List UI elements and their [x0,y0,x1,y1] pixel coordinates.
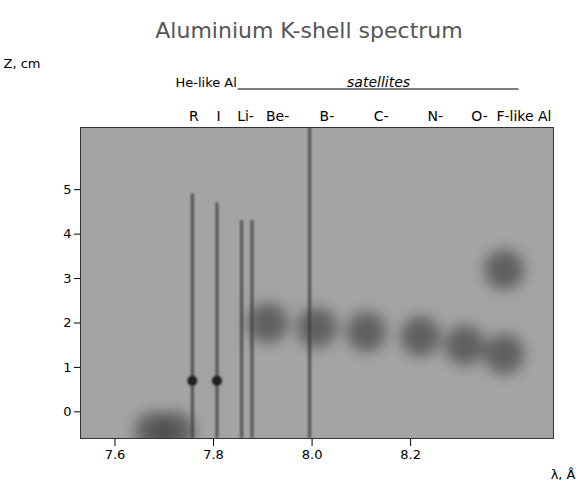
svg-text:Li-: Li- [237,108,254,124]
svg-text:4: 4 [63,226,71,241]
svg-text:O-: O- [471,108,487,124]
html-text:Aluminium K-shell spectrum: Aluminium K-shell spectrum [155,18,463,43]
svg-text:Be-: Be- [266,108,289,124]
svg-text:F-like Al: F-like Al [496,108,551,124]
svg-text:5: 5 [63,182,71,197]
svg-text:2: 2 [63,315,71,330]
svg-text:I: I [216,108,220,124]
svg-text:7.6: 7.6 [105,447,126,462]
svg-text:λ, Å: λ, Å [551,467,576,482]
svg-text:8.0: 8.0 [302,447,323,462]
svg-text:Z, cm: Z, cm [4,56,41,71]
svg-text:C-: C- [374,108,389,124]
svg-text:7.8: 7.8 [203,447,224,462]
svg-text:He-like Al: He-like Al [175,75,236,90]
svg-text:0: 0 [63,404,71,419]
svg-text:R: R [189,108,199,124]
svg-text:8.2: 8.2 [400,447,421,462]
svg-text:N-: N- [427,108,443,124]
svg-text:satellites: satellites [347,74,410,90]
svg-text:3: 3 [63,271,71,286]
svg-text:B-: B- [320,108,335,124]
svg-text:1: 1 [63,360,71,375]
